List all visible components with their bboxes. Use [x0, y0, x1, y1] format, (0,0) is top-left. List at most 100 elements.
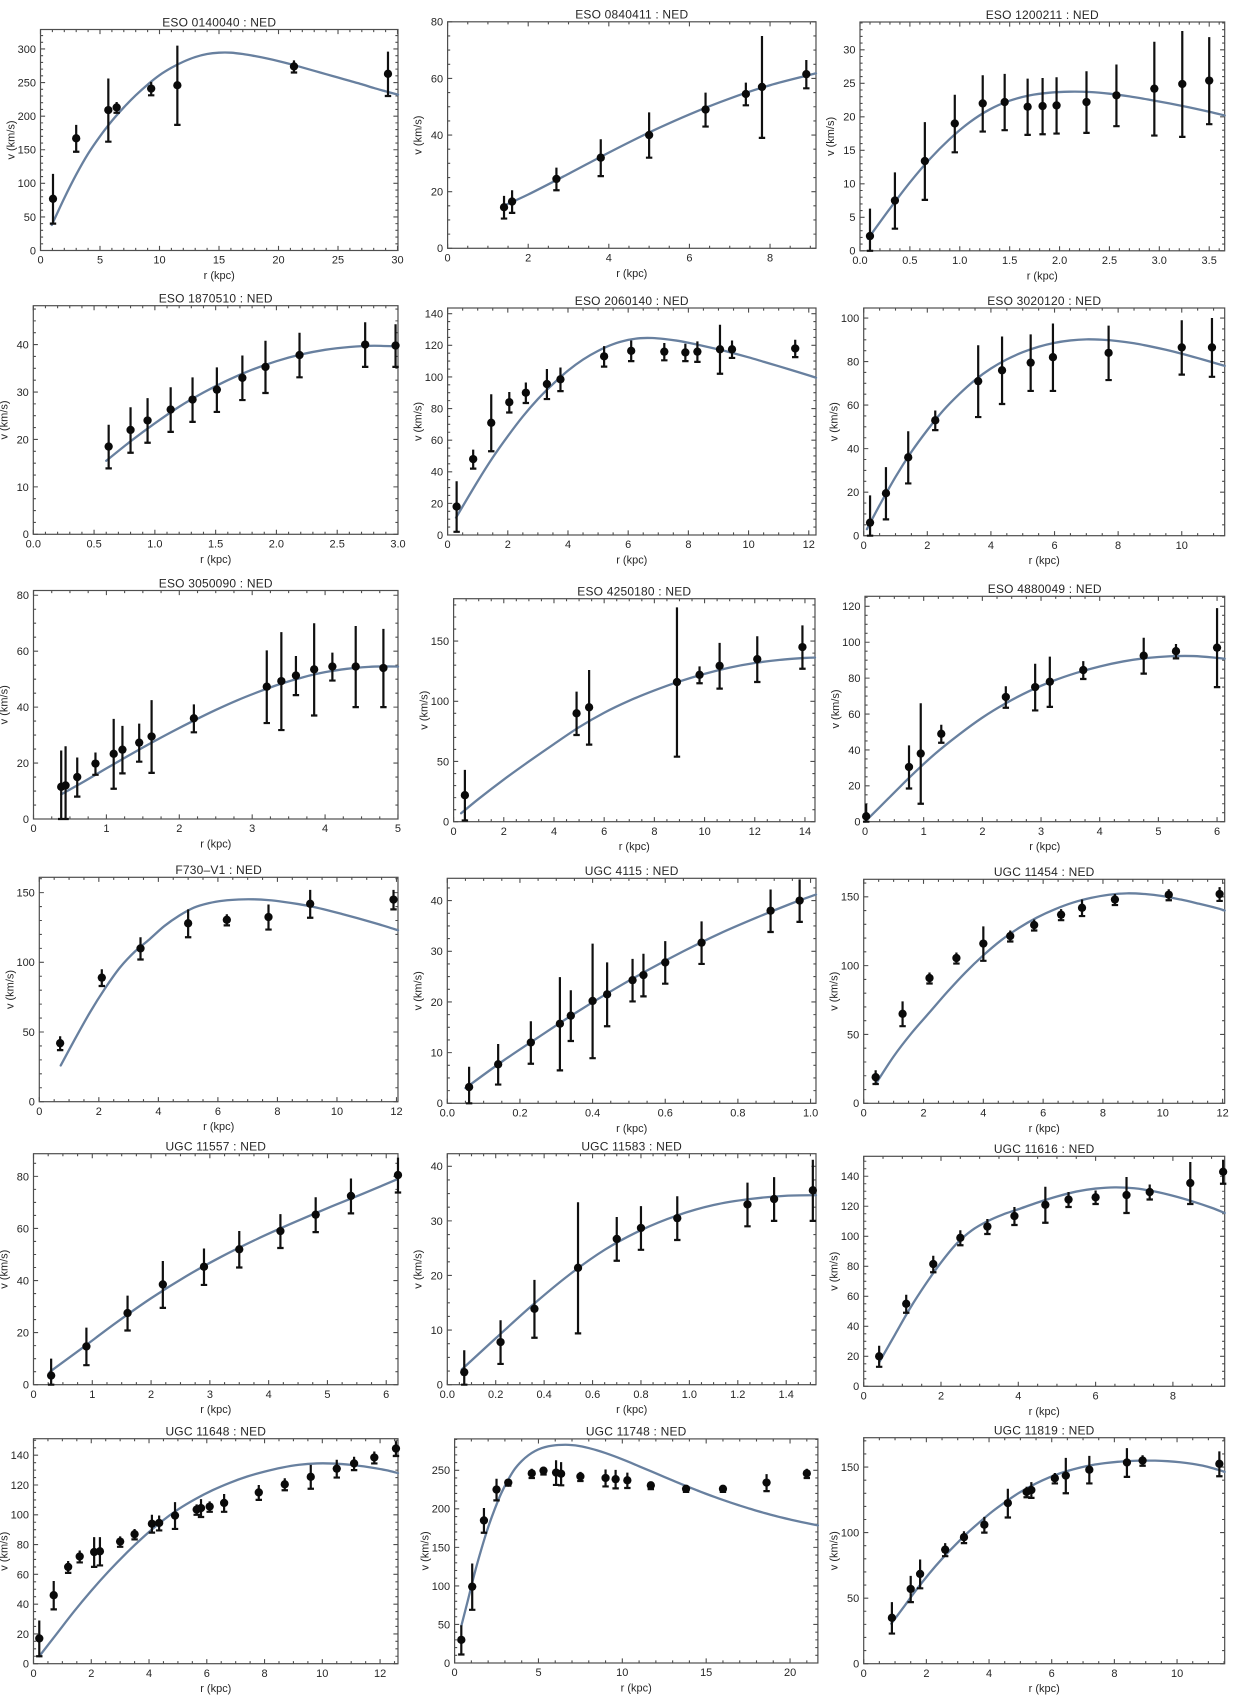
svg-text:40: 40 [431, 130, 443, 142]
svg-text:6: 6 [686, 252, 692, 264]
svg-text:0.6: 0.6 [657, 1107, 672, 1119]
svg-text:50: 50 [847, 1029, 859, 1041]
svg-text:60: 60 [431, 73, 443, 85]
svg-text:6: 6 [1040, 1107, 1046, 1119]
svg-text:r (kpc): r (kpc) [200, 554, 231, 566]
svg-text:ESO 4250180 : NED: ESO 4250180 : NED [577, 584, 691, 598]
svg-text:10: 10 [153, 255, 165, 267]
svg-text:0: 0 [30, 245, 36, 257]
svg-text:2: 2 [148, 1389, 154, 1401]
svg-text:1: 1 [89, 1389, 95, 1401]
svg-text:30: 30 [844, 45, 856, 57]
svg-text:0: 0 [23, 814, 29, 826]
svg-text:r (kpc): r (kpc) [616, 1405, 647, 1417]
svg-text:0.8: 0.8 [730, 1107, 745, 1119]
svg-text:0: 0 [444, 1658, 450, 1670]
svg-text:80: 80 [849, 673, 861, 685]
svg-text:40: 40 [847, 444, 859, 456]
svg-text:150: 150 [431, 1542, 449, 1554]
svg-text:8: 8 [274, 1106, 280, 1118]
svg-text:140: 140 [424, 309, 442, 321]
svg-text:30: 30 [391, 255, 403, 267]
svg-text:40: 40 [847, 1322, 859, 1334]
svg-text:1.0: 1.0 [952, 255, 967, 267]
svg-text:30: 30 [17, 387, 29, 399]
svg-text:15: 15 [213, 255, 225, 267]
svg-text:v (km/s): v (km/s) [829, 972, 841, 1011]
svg-text:20: 20 [784, 1667, 796, 1679]
svg-text:v (km/s): v (km/s) [829, 1531, 841, 1570]
svg-text:0.6: 0.6 [585, 1389, 600, 1401]
svg-text:30: 30 [430, 946, 442, 958]
svg-text:ESO 1870510 : NED: ESO 1870510 : NED [159, 292, 273, 306]
svg-text:12: 12 [802, 540, 814, 552]
svg-text:r (kpc): r (kpc) [616, 1123, 647, 1135]
svg-text:150: 150 [18, 145, 36, 157]
svg-text:10: 10 [316, 1668, 328, 1680]
svg-text:r (kpc): r (kpc) [618, 841, 649, 853]
svg-text:2.5: 2.5 [1102, 255, 1117, 267]
svg-text:30: 30 [430, 1216, 442, 1228]
svg-text:0.0: 0.0 [439, 1389, 454, 1401]
svg-text:4: 4 [155, 1106, 161, 1118]
svg-text:v (km/s): v (km/s) [830, 689, 842, 728]
svg-text:4: 4 [981, 1107, 987, 1119]
svg-text:80: 80 [847, 1262, 859, 1274]
svg-text:0: 0 [861, 1668, 867, 1680]
svg-text:v (km/s): v (km/s) [412, 1250, 424, 1289]
svg-text:20: 20 [849, 780, 861, 792]
svg-text:2: 2 [96, 1106, 102, 1118]
svg-text:8: 8 [1170, 1391, 1176, 1403]
svg-text:10: 10 [1176, 540, 1188, 552]
svg-text:80: 80 [431, 404, 443, 416]
svg-text:6: 6 [204, 1668, 210, 1680]
svg-text:UGC 11648 : NED: UGC 11648 : NED [165, 1424, 266, 1438]
svg-text:120: 120 [424, 341, 442, 353]
svg-text:140: 140 [841, 1172, 859, 1184]
svg-text:12: 12 [1217, 1107, 1229, 1119]
svg-text:v (km/s): v (km/s) [412, 402, 424, 441]
svg-text:40: 40 [17, 1599, 29, 1611]
svg-text:4: 4 [1097, 826, 1103, 838]
svg-text:v (km/s): v (km/s) [829, 403, 841, 442]
svg-text:60: 60 [431, 435, 443, 447]
svg-text:20: 20 [844, 112, 856, 124]
svg-text:ESO 4880049 : NED: ESO 4880049 : NED [988, 582, 1102, 596]
svg-text:4: 4 [986, 1668, 992, 1680]
svg-text:UGC 11616 : NED: UGC 11616 : NED [994, 1142, 1095, 1156]
svg-text:20: 20 [272, 255, 284, 267]
svg-text:3.0: 3.0 [390, 539, 405, 551]
svg-text:10: 10 [698, 826, 710, 838]
svg-text:0: 0 [36, 1106, 42, 1118]
svg-text:0: 0 [30, 1389, 36, 1401]
svg-text:0: 0 [861, 1391, 867, 1403]
svg-text:20: 20 [17, 758, 29, 770]
svg-text:2: 2 [925, 540, 931, 552]
svg-text:3: 3 [249, 823, 255, 835]
svg-text:2: 2 [88, 1668, 94, 1680]
svg-text:150: 150 [841, 892, 859, 904]
svg-text:ESO 3020120 : NED: ESO 3020120 : NED [988, 294, 1102, 308]
svg-text:6: 6 [1049, 1668, 1055, 1680]
svg-text:60: 60 [849, 709, 861, 721]
svg-text:r (kpc): r (kpc) [620, 1682, 651, 1694]
svg-text:3: 3 [1038, 826, 1044, 838]
svg-text:10: 10 [331, 1106, 343, 1118]
svg-text:80: 80 [17, 590, 29, 602]
svg-text:50: 50 [438, 1619, 450, 1631]
svg-text:20: 20 [847, 487, 859, 499]
svg-text:60: 60 [847, 1292, 859, 1304]
svg-text:6: 6 [383, 1389, 389, 1401]
svg-text:1.5: 1.5 [208, 539, 223, 551]
svg-text:250: 250 [431, 1465, 449, 1477]
svg-text:100: 100 [430, 696, 448, 708]
svg-text:150: 150 [16, 888, 34, 900]
svg-text:0: 0 [29, 1097, 35, 1109]
svg-text:0: 0 [855, 816, 861, 828]
svg-text:4: 4 [266, 1389, 272, 1401]
svg-text:2: 2 [176, 823, 182, 835]
svg-text:200: 200 [431, 1503, 449, 1515]
svg-text:v (km/s): v (km/s) [0, 1531, 10, 1570]
svg-text:100: 100 [11, 1509, 29, 1521]
svg-text:0: 0 [437, 243, 443, 255]
